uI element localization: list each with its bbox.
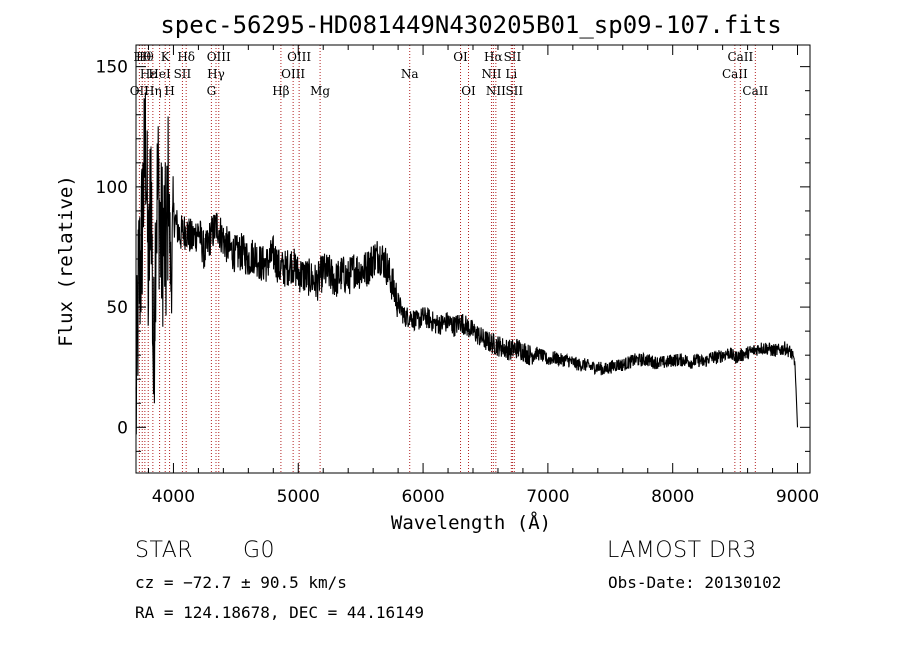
line-label-11: Hγ (207, 67, 225, 81)
line-label-9: Hδ (177, 50, 195, 64)
line-label-12: OIII (207, 50, 231, 64)
line-label-4: Hη (144, 84, 162, 98)
spectrum-line (135, 92, 799, 435)
line-label-23: Li (505, 67, 517, 81)
x-tick-label-2: 6000 (401, 487, 444, 507)
line-label-3: Hε (140, 67, 157, 81)
object-class: STAR (135, 538, 194, 563)
line-label-2: Hθ (136, 50, 154, 64)
line-label-16: Mg (310, 84, 330, 98)
line-label-17: Na (401, 67, 419, 81)
line-label-5: HeI (148, 67, 171, 81)
line-label-19: OI (461, 84, 476, 98)
x-tick-label-3: 7000 (526, 487, 569, 507)
y-tick-label-1: 50 (106, 298, 128, 318)
y-tick-label-0: 0 (117, 418, 128, 438)
line-label-24: SII (504, 50, 522, 64)
line-label-7: H (164, 84, 174, 98)
x-tick-label-1: 5000 (277, 487, 320, 507)
y-axis-label: Flux (relative) (55, 175, 77, 347)
redshift-velocity: cz = −72.7 ± 90.5 km/s (135, 573, 347, 592)
line-label-28: CaII (742, 84, 768, 98)
line-label-14: OIII (281, 67, 305, 81)
line-label-20: NII (481, 67, 501, 81)
chart-title: spec-56295-HD081449N430205B01_sp09-107.f… (160, 11, 781, 39)
line-label-25: SII (505, 84, 523, 98)
line-label-18: OI (453, 50, 468, 64)
line-label-10: G (207, 84, 217, 98)
y-tick-label-2: 100 (96, 178, 128, 198)
line-label-27: CaII (727, 50, 753, 64)
y-tick-label-3: 150 (96, 58, 128, 78)
line-markers: OIIHθHθHεHηHeIKHSIIHδGHγOIIIHβOIIIOIIIMg… (130, 45, 768, 473)
line-label-13: Hβ (272, 84, 289, 98)
survey-name: LAMOST DR3 (607, 538, 757, 563)
plot-frame (135, 44, 811, 474)
x-tick-label-4: 8000 (651, 487, 694, 507)
x-axis-label: Wavelength (Å) (391, 511, 551, 534)
line-label-22: NII (486, 84, 506, 98)
line-label-26: CaII (722, 67, 748, 81)
coordinates: RA = 124.18678, DEC = 44.16149 (135, 603, 424, 622)
object-subclass: G0 (243, 538, 276, 563)
line-label-1: Hθ (133, 50, 151, 64)
line-label-15: OIII (287, 50, 311, 64)
observation-date: Obs-Date: 20130102 (608, 573, 782, 592)
x-tick-label-5: 9000 (776, 487, 819, 507)
line-label-8: SII (174, 67, 192, 81)
line-label-21: Hα (484, 50, 503, 64)
axis-ticks: 4000 5000 6000 7000 8000 9000 0 50 100 150 (96, 45, 819, 507)
line-label-6: K (161, 50, 171, 64)
x-tick-label-0: 4000 (152, 487, 195, 507)
